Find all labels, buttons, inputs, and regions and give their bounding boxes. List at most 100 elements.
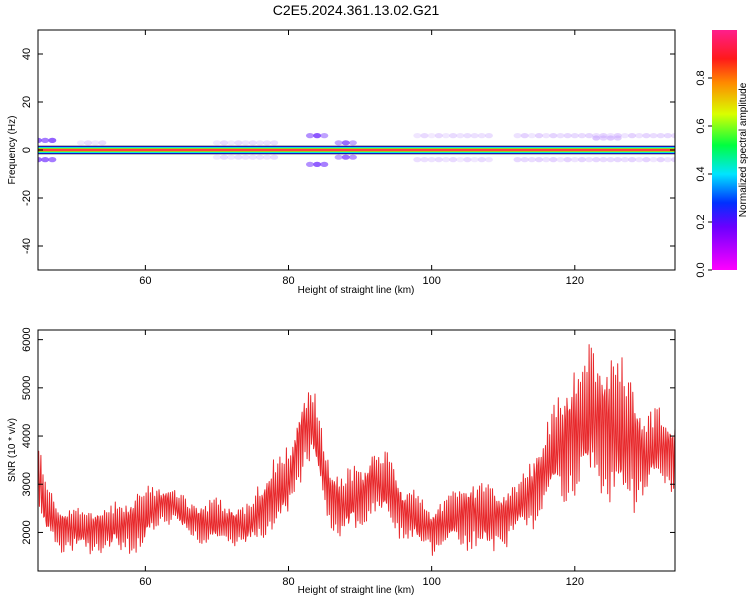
- spectrogram-sideband-cell: [470, 133, 479, 139]
- snr-ytick-label: 2000: [21, 520, 33, 544]
- spectrogram-sideband-cell: [542, 133, 551, 139]
- spectrogram-sideband-cell: [38, 157, 42, 163]
- spectrogram-sideband-cell: [570, 157, 579, 163]
- spectrogram-sideband-cell: [234, 154, 243, 160]
- snr-series-line: [38, 344, 675, 556]
- spectrogram-sideband-cell: [98, 140, 107, 146]
- spectrogram-sideband-cell: [563, 133, 572, 139]
- spectrogram-sideband-cell: [91, 140, 100, 146]
- spectrogram-sideband-cell: [84, 140, 93, 146]
- spectrogram-sideband-cell: [341, 154, 350, 160]
- colorbar-tick-label: 0.4: [695, 166, 707, 181]
- spectrogram-sideband-cell: [313, 161, 322, 167]
- spectrogram-sideband-cell: [463, 133, 472, 139]
- spectrogram-sideband-cell: [592, 135, 601, 141]
- spectrogram-sideband-cell: [320, 161, 329, 167]
- spectrogram-ytick-label: -20: [21, 190, 33, 206]
- spectrogram-sideband-cell: [649, 157, 658, 163]
- spectrogram-sideband-cell: [535, 157, 544, 163]
- snr-xtick-label: 120: [566, 576, 584, 588]
- spectrogram-sideband-cell: [341, 140, 350, 146]
- spectrogram-sideband-cell: [227, 154, 236, 160]
- spectrogram-sideband-cell: [663, 157, 672, 163]
- spectrogram-sideband-cell: [413, 157, 422, 163]
- spectrogram-sideband-cell: [449, 133, 458, 139]
- spectrogram-sideband-cell: [620, 157, 629, 163]
- spectrogram-sideband-cell: [671, 157, 675, 163]
- spectrogram-sideband-cell: [427, 133, 436, 139]
- spectrogram-ytick-label: 40: [21, 48, 33, 60]
- chart-title: C2E5.2024.361.13.02.G21: [273, 2, 440, 18]
- spectrogram-sideband-cell: [527, 157, 536, 163]
- spectrogram-sideband-cell: [549, 133, 558, 139]
- spectrogram-sideband-cell: [441, 133, 450, 139]
- spectrogram-sideband-cell: [305, 161, 314, 167]
- spectrogram-sideband-cell: [212, 154, 221, 160]
- spectrogram-xtick-label: 120: [566, 275, 584, 287]
- spectrogram-sideband-cell: [456, 133, 465, 139]
- spectrogram-sideband-cell: [606, 157, 615, 163]
- spectrogram-sideband-cell: [585, 157, 594, 163]
- spectrogram-ytick-label: 0: [21, 147, 33, 153]
- spectrogram-sideband-cell: [535, 133, 544, 139]
- spectrogram-sideband-cell: [599, 157, 608, 163]
- spectrogram-sideband-cell: [270, 154, 279, 160]
- spectrogram-sideband-cell: [263, 140, 272, 146]
- spectrogram-sideband-cell: [563, 157, 572, 163]
- spectrogram-sideband-cell: [220, 154, 229, 160]
- spectrogram-sideband-cell: [220, 140, 229, 146]
- spectrogram-sideband-cell: [656, 133, 665, 139]
- spectrogram-sideband-cell: [549, 157, 558, 163]
- spectrogram-sideband-cell: [334, 154, 343, 160]
- spectrogram-sideband-cell: [599, 135, 608, 141]
- spectrogram-sideband-cell: [248, 154, 257, 160]
- spectrogram-sideband-cell: [313, 133, 322, 139]
- spectrogram-ylabel: Frequency (Hz): [7, 116, 18, 185]
- spectrogram-ytick-label: -40: [21, 238, 33, 254]
- colorbar-ticks: 0.0 0.2 0.4 0.6 0.8: [695, 70, 712, 278]
- spectrogram-sideband-cell: [556, 157, 565, 163]
- spectrogram-sideband-cell: [41, 137, 50, 143]
- snr-xtick-label: 100: [422, 576, 440, 588]
- spectrogram-sideband-cell: [613, 157, 622, 163]
- spectrogram-sideband-cell: [348, 154, 357, 160]
- spectrogram-sideband-cell: [577, 133, 586, 139]
- spectrogram-sideband-cell: [463, 157, 472, 163]
- spectrogram-sideband-cell: [484, 133, 493, 139]
- spectrogram-ytick-label: 20: [21, 96, 33, 108]
- spectrogram-sideband-cell: [241, 154, 250, 160]
- spectrogram-sideband-cell: [456, 157, 465, 163]
- spectrogram-sideband-cell: [477, 133, 486, 139]
- spectrogram-sideband-cell: [620, 133, 629, 139]
- snr-xlabel: Height of straight line (km): [298, 585, 415, 596]
- colorbar-gradient: [712, 30, 737, 270]
- spectrogram-sideband-cell: [613, 135, 622, 141]
- spectrogram-sideband-cell: [642, 133, 651, 139]
- spectrogram-sideband-cell: [427, 157, 436, 163]
- snr-ytick-label: 6000: [21, 327, 33, 351]
- spectrogram-sideband-cell: [255, 140, 264, 146]
- spectrogram-ticks: 60 80 100 120 -40 -20 0 20 40: [21, 30, 675, 287]
- colorbar-tick-label: 0.8: [695, 70, 707, 85]
- spectrogram-sideband-cell: [41, 157, 50, 163]
- spectrogram-sideband-cell: [227, 140, 236, 146]
- snr-xtick-label: 60: [139, 576, 151, 588]
- spectrogram-sideband-cell: [513, 133, 522, 139]
- spectrogram-xtick-label: 60: [139, 275, 151, 287]
- spectrogram-sideband-cell: [656, 157, 665, 163]
- spectrogram-sideband-cell: [420, 133, 429, 139]
- spectrogram-sideband-cell: [449, 157, 458, 163]
- snr-ticks: 60 80 100 120 2000 3000 4000 5000 6000: [21, 327, 675, 588]
- spectrogram-main-band-layer: [38, 149, 675, 151]
- spectrogram-sideband-cell: [649, 133, 658, 139]
- spectrogram-sideband-cell: [420, 157, 429, 163]
- colorbar-tick-label: 0.2: [695, 214, 707, 229]
- snr-ytick-label: 3000: [21, 472, 33, 496]
- spectrogram-sideband-cell: [413, 133, 422, 139]
- spectrogram-sideband-cell: [671, 133, 675, 139]
- colorbar-tick-label: 0.0: [695, 262, 707, 277]
- spectrogram-xlabel: Height of straight line (km): [298, 285, 415, 296]
- spectrogram-sideband-cell: [263, 154, 272, 160]
- colorbar-label: Normalized spectral amplitude: [738, 82, 749, 217]
- spectrogram-sideband-cell: [628, 133, 637, 139]
